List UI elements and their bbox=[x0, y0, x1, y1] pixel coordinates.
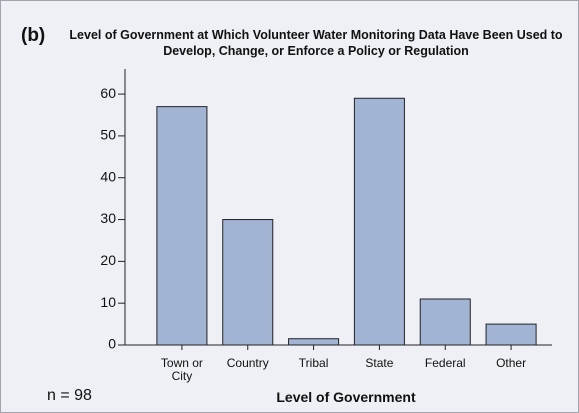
panel-label: (b) bbox=[21, 25, 46, 46]
bar bbox=[485, 323, 537, 346]
annotation: n = 98 bbox=[47, 387, 92, 404]
y-tick-label: 20 bbox=[100, 252, 116, 268]
bar bbox=[288, 338, 340, 346]
bar bbox=[419, 298, 471, 346]
x-axis-label: Level of Government bbox=[276, 389, 416, 405]
x-tick-label: Town or City bbox=[160, 356, 203, 383]
y-tick-label: 0 bbox=[108, 336, 116, 352]
y-tick-label: 50 bbox=[100, 127, 116, 143]
y-tick-label: 40 bbox=[100, 168, 116, 184]
x-tick-label: Tribal bbox=[298, 356, 329, 370]
chart-title: Level of Government at Which Volunteer W… bbox=[69, 28, 563, 58]
y-tick-label: 30 bbox=[100, 210, 116, 226]
bar bbox=[222, 219, 274, 346]
x-tick-label: Federal bbox=[424, 356, 466, 370]
bar bbox=[156, 106, 208, 346]
y-tick-label: 60 bbox=[100, 85, 116, 101]
bar bbox=[353, 97, 405, 346]
y-tick-label: 10 bbox=[100, 294, 116, 310]
x-tick-label: State bbox=[365, 356, 394, 370]
x-tick-label: Country bbox=[226, 356, 269, 370]
x-tick-label: Other bbox=[496, 356, 527, 370]
